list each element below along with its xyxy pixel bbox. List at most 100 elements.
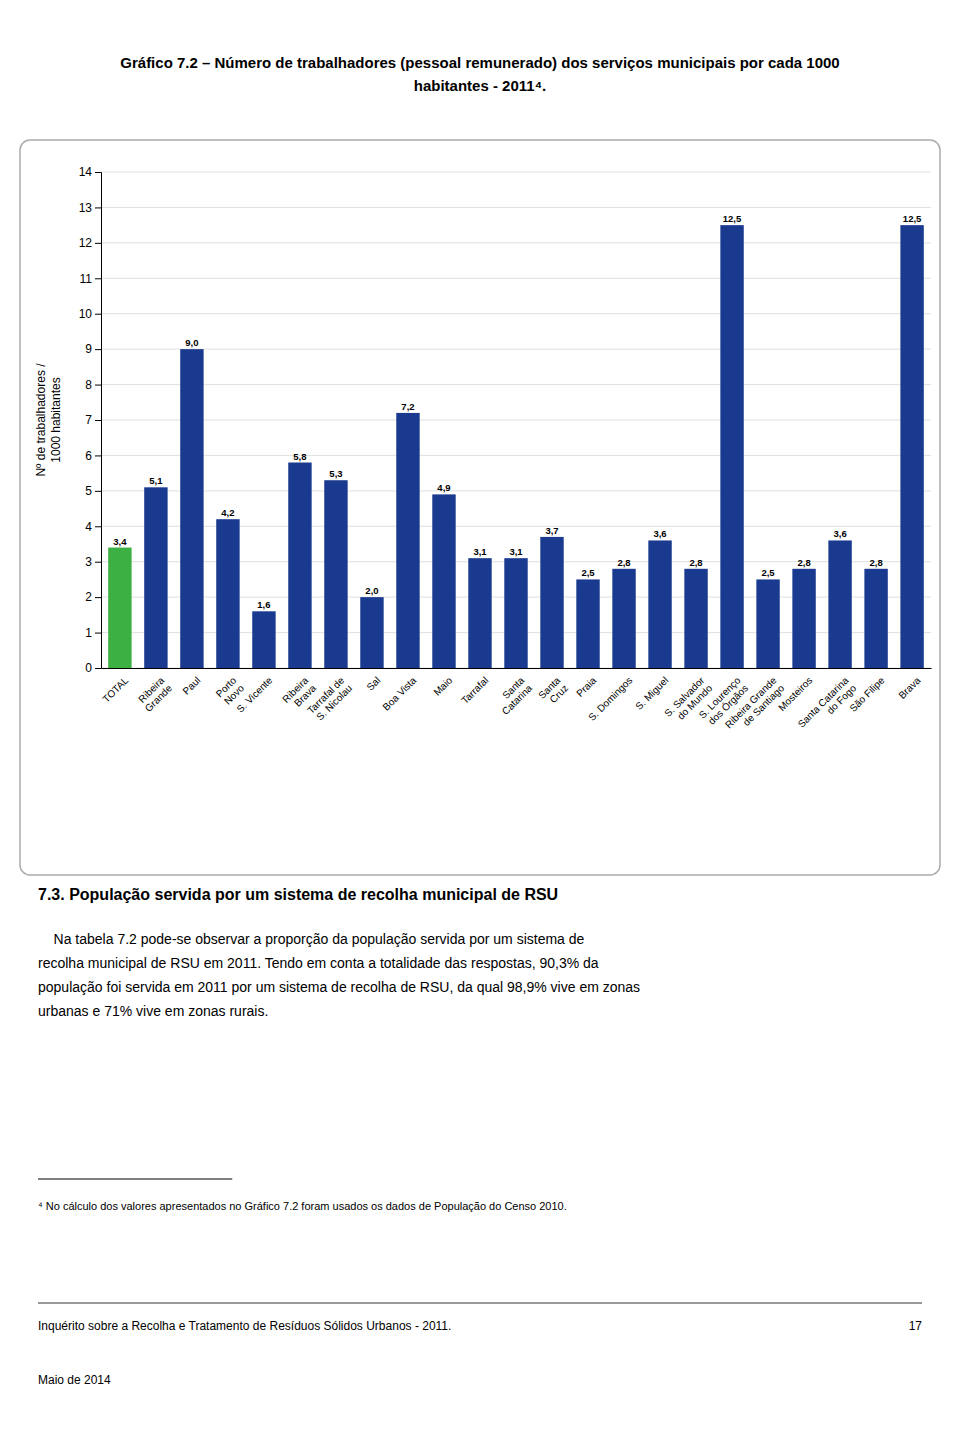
y-axis: 01234567891011121314 bbox=[79, 165, 102, 675]
x-tick: Tarrafal deS. Nicolau bbox=[305, 668, 354, 724]
y-tick-label: 2 bbox=[85, 590, 92, 604]
data-label: 2,8 bbox=[689, 557, 702, 568]
grid-line bbox=[101, 278, 931, 279]
x-tick: Paul bbox=[180, 668, 202, 697]
x-tick-line: S. Domingos bbox=[586, 675, 634, 723]
x-tick: Sal bbox=[364, 668, 382, 693]
y-tick-mark bbox=[95, 278, 101, 279]
x-tick: Santa Catarinado Fogo bbox=[796, 668, 859, 737]
y-tick-label: 3 bbox=[85, 555, 92, 569]
data-label: 3,1 bbox=[473, 546, 487, 557]
x-tick-line: S. Nicolau bbox=[314, 682, 354, 722]
y-tick-mark bbox=[95, 633, 101, 634]
y-tick-mark bbox=[95, 668, 101, 669]
x-tick: RibeiraGrande bbox=[135, 668, 174, 714]
data-label: 2,5 bbox=[581, 567, 595, 578]
bar bbox=[612, 569, 635, 668]
y-tick: 11 bbox=[80, 272, 101, 286]
data-label: 3,6 bbox=[653, 528, 666, 539]
y-tick: 13 bbox=[79, 201, 101, 215]
bar bbox=[720, 225, 743, 668]
y-tick-label: 9 bbox=[85, 342, 92, 356]
bar bbox=[576, 579, 599, 668]
bar bbox=[756, 579, 779, 668]
data-labels: 3,45,19,04,21,65,85,32,07,24,93,13,13,72… bbox=[113, 213, 922, 610]
y-tick-label: 0 bbox=[85, 661, 92, 675]
y-tick: 6 bbox=[85, 449, 101, 463]
x-tick: TOTAL bbox=[100, 668, 130, 705]
grid-line bbox=[101, 172, 931, 173]
y-tick: 12 bbox=[79, 236, 101, 250]
y-tick-label: 13 bbox=[79, 201, 93, 215]
plot: 3,45,19,04,21,65,85,32,07,24,93,13,13,72… bbox=[79, 165, 932, 738]
x-tick-line: Tarrafal bbox=[459, 675, 490, 706]
data-label: 1,6 bbox=[257, 599, 270, 610]
y-tick-label: 11 bbox=[80, 272, 93, 286]
y-tick: 3 bbox=[85, 555, 101, 569]
data-label: 5,8 bbox=[293, 451, 306, 462]
x-tick: SantaCruz bbox=[536, 668, 570, 709]
x-tick-label: TOTAL bbox=[100, 674, 130, 704]
y-tick: 7 bbox=[85, 413, 101, 427]
paragraph-line: população foi servida em 2011 por um sis… bbox=[38, 979, 640, 995]
x-tick-line: Boa Vista bbox=[380, 674, 418, 712]
grid-line bbox=[101, 313, 931, 314]
x-tick-label: Tarrafal bbox=[459, 675, 490, 706]
x-tick-line: S. Miguel bbox=[633, 675, 670, 712]
data-label: 9,0 bbox=[185, 337, 198, 348]
x-tick-line: Sal bbox=[364, 675, 382, 693]
x-tick-label: Brava bbox=[896, 674, 923, 701]
grid-line bbox=[101, 490, 931, 491]
footer-rule bbox=[38, 1303, 922, 1304]
data-label: 2,5 bbox=[761, 567, 775, 578]
bar bbox=[648, 540, 671, 668]
x-tick-line: Cruz bbox=[548, 682, 571, 705]
data-label: 2,8 bbox=[797, 557, 810, 568]
y-axis-title: Nº de trabalhadores /1000 habitantes bbox=[34, 363, 63, 477]
x-tick-line: Paul bbox=[180, 675, 202, 697]
x-tick-label: S. Miguel bbox=[633, 675, 670, 712]
bar bbox=[432, 494, 455, 668]
grid-line bbox=[101, 455, 931, 456]
bar bbox=[396, 413, 419, 668]
x-tick-label: Praia bbox=[574, 674, 599, 699]
y-axis-line bbox=[95, 173, 102, 669]
bar bbox=[468, 558, 491, 668]
data-label: 3,6 bbox=[833, 528, 846, 539]
y-tick: 14 bbox=[79, 165, 101, 179]
bar bbox=[504, 558, 527, 668]
footnote-rule bbox=[38, 1179, 232, 1180]
x-tick-label: Maio bbox=[431, 674, 454, 697]
data-label: 12,5 bbox=[903, 213, 922, 224]
data-label: 7,2 bbox=[401, 401, 414, 412]
bar bbox=[828, 540, 851, 668]
bar bbox=[180, 349, 203, 668]
y-tick: 1 bbox=[85, 626, 101, 640]
data-label: 3,4 bbox=[113, 536, 127, 547]
data-label: 3,7 bbox=[545, 525, 558, 536]
x-tick: Maio bbox=[431, 668, 454, 698]
x-tick-label: Boa Vista bbox=[380, 674, 418, 712]
chart-frame bbox=[20, 140, 940, 875]
footer-left: Inquérito sobre a Recolha e Tratamento d… bbox=[38, 1319, 451, 1333]
y-tick-mark bbox=[95, 491, 101, 492]
y-tick-mark bbox=[95, 420, 101, 421]
y-tick-label: 6 bbox=[85, 449, 92, 463]
grid-line bbox=[101, 384, 931, 385]
data-label: 2,0 bbox=[365, 585, 378, 596]
footer-bottom: Maio de 2014 bbox=[38, 1373, 111, 1387]
bar bbox=[324, 480, 347, 668]
y-tick-label: 7 bbox=[85, 413, 92, 427]
y-tick-label: 8 bbox=[85, 378, 92, 392]
x-tick: SantaCatarina bbox=[492, 668, 535, 717]
x-tick-line: São Filipe bbox=[847, 674, 887, 714]
grid-line bbox=[101, 349, 931, 350]
x-tick-label: S. Domingos bbox=[586, 675, 634, 723]
paragraph-line: Na tabela 7.2 pode-se observar a proporç… bbox=[38, 931, 585, 947]
data-label: 3,1 bbox=[509, 546, 523, 557]
data-label: 4,9 bbox=[437, 482, 450, 493]
y-tick: 0 bbox=[85, 661, 101, 675]
bar bbox=[684, 569, 707, 668]
x-tick-line: Maio bbox=[431, 674, 454, 697]
grid-line bbox=[101, 207, 931, 208]
